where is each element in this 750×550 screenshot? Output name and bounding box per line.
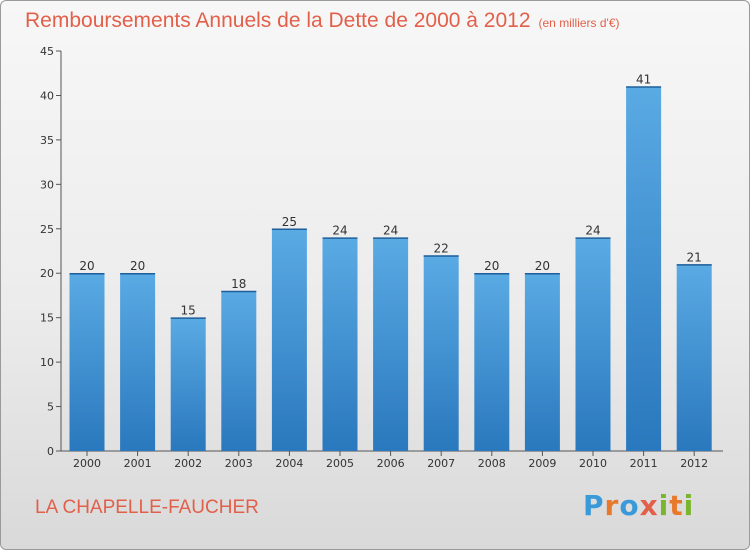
logo-letter: o [619, 489, 640, 522]
x-tick-label: 2000 [73, 457, 101, 470]
bar-value-label: 20 [535, 259, 550, 273]
bar [373, 237, 409, 451]
x-tick-label: 2008 [478, 457, 506, 470]
y-tick-label: 25 [40, 223, 54, 236]
x-tick-label: 2012 [680, 457, 708, 470]
bar [120, 273, 156, 451]
proxiti-logo: Proxiti [583, 489, 694, 522]
bar [524, 273, 560, 451]
commune-name: LA CHAPELLE-FAUCHER [35, 497, 259, 518]
x-tick-label: 2010 [579, 457, 607, 470]
bar-value-label: 15 [181, 304, 196, 318]
bar-value-label: 20 [79, 259, 94, 273]
bar [322, 237, 358, 451]
bar [69, 273, 105, 451]
x-tick-label: 2005 [326, 457, 354, 470]
bar-value-label: 22 [434, 241, 449, 255]
y-tick-label: 10 [40, 356, 54, 369]
bar [271, 228, 307, 451]
x-tick-label: 2007 [427, 457, 455, 470]
bar-value-label: 20 [484, 259, 499, 273]
bar-value-label: 20 [130, 259, 145, 273]
bar-value-label: 18 [231, 277, 246, 291]
x-tick-label: 2001 [124, 457, 152, 470]
logo-letter: r [604, 489, 620, 522]
chart-title-text: Remboursements Annuels de la Dette de 20… [25, 9, 531, 32]
chart-unit: (en milliers d'€) [538, 16, 620, 30]
bar [221, 291, 257, 451]
bar-value-label: 24 [585, 224, 600, 238]
chart-bars: 20 20 15 18 25 24 24 22 20 20 24 41 21 [69, 73, 712, 452]
logo-letter: x [639, 489, 659, 522]
bar-value-label: 41 [636, 73, 651, 87]
bar [676, 264, 712, 451]
bar-value-label: 25 [282, 215, 297, 229]
y-tick-label: 20 [40, 267, 54, 280]
x-tick-label: 2009 [528, 457, 556, 470]
y-tick-label: 30 [40, 178, 54, 191]
y-tick-label: 40 [40, 89, 54, 102]
logo-letter: t [669, 489, 684, 522]
bar [626, 86, 662, 452]
bar [423, 255, 459, 451]
logo-letter: i [658, 489, 670, 522]
bar-value-label: 24 [383, 224, 398, 238]
x-tick-label: 2002 [174, 457, 202, 470]
chart-title: Remboursements Annuels de la Dette de 20… [25, 9, 620, 33]
bar-value-label: 21 [687, 250, 702, 264]
bar-value-label: 24 [332, 224, 347, 238]
bar [170, 317, 206, 451]
logo-letter: i [683, 489, 695, 522]
logo-letter: P [583, 489, 605, 522]
bar [575, 237, 611, 451]
x-tick-label: 2011 [630, 457, 658, 470]
y-tick-label: 5 [47, 401, 54, 414]
y-tick-label: 45 [40, 45, 54, 58]
y-tick-label: 0 [47, 445, 54, 458]
y-tick-label: 35 [40, 134, 54, 147]
bar [474, 273, 510, 451]
x-tick-label: 2006 [377, 457, 405, 470]
x-tick-label: 2004 [275, 457, 303, 470]
y-tick-label: 15 [40, 312, 54, 325]
x-tick-label: 2003 [225, 457, 253, 470]
